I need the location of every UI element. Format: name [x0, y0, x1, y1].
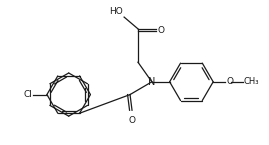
Text: CH₃: CH₃: [244, 77, 259, 86]
Text: Cl: Cl: [23, 90, 32, 99]
Text: O: O: [158, 26, 165, 35]
Text: O: O: [129, 116, 136, 125]
Text: N: N: [148, 77, 155, 87]
Text: HO: HO: [109, 7, 123, 16]
Text: O: O: [226, 77, 233, 86]
